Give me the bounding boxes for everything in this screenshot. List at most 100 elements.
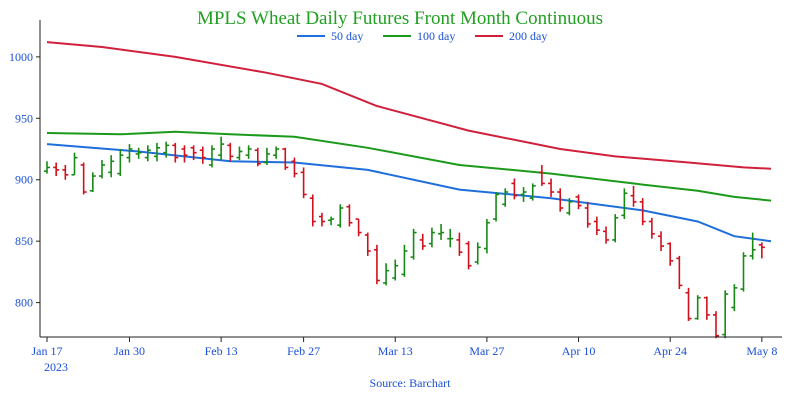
ohlc-bar xyxy=(612,214,619,243)
ohlc-bar xyxy=(685,287,692,322)
ohlc-bar xyxy=(273,146,280,159)
ohlc-bar xyxy=(749,232,756,260)
ohlc-bar xyxy=(117,149,124,177)
ohlc-bar xyxy=(300,167,307,199)
ohlc-bar xyxy=(328,216,335,226)
ohlc-bar xyxy=(584,201,591,228)
legend-label-200-day: 200 day xyxy=(509,29,547,43)
ohlc-bar xyxy=(529,183,536,201)
ohlc-bar xyxy=(318,212,325,227)
ohlc-bar xyxy=(392,259,399,281)
ohlc-bar xyxy=(621,188,628,220)
ohlc-bar xyxy=(373,244,380,285)
ohlc-bars xyxy=(44,136,765,339)
ohlc-bar xyxy=(520,187,527,202)
ohlc-bar xyxy=(694,295,701,320)
x-tick-label: Feb 13 xyxy=(205,344,238,358)
ohlc-bar xyxy=(575,194,582,210)
y-tick-label: 800 xyxy=(15,296,33,310)
y-tick-label: 950 xyxy=(15,111,33,125)
ohlc-bar xyxy=(263,147,270,165)
ohlc-bar xyxy=(383,263,390,286)
y-tick-label: 850 xyxy=(15,234,33,248)
y-axis-ticks: 800 850 900 950 1000 xyxy=(9,50,40,310)
ohlc-bar xyxy=(208,145,215,168)
ohlc-bar xyxy=(474,242,481,265)
ohlc-bar xyxy=(465,241,472,270)
ohlc-bar xyxy=(282,147,289,170)
ohlc-bar xyxy=(557,188,564,212)
x-tick-label: Feb 27 xyxy=(287,344,320,358)
ohlc-bar xyxy=(337,204,344,228)
ohlc-bar xyxy=(126,144,133,163)
x-tick-label: Mar 27 xyxy=(469,344,504,358)
legend: 50 day 100 day 200 day xyxy=(297,29,547,43)
ohlc-bar xyxy=(639,198,646,226)
x-axis-year-label: 2023 xyxy=(44,360,68,374)
ohlc-bar xyxy=(401,244,408,277)
ma-line-100-day xyxy=(46,130,772,202)
ohlc-bar xyxy=(731,284,738,312)
ohlc-bar xyxy=(98,160,105,179)
ohlc-bar xyxy=(245,145,252,159)
ohlc-bar xyxy=(144,145,151,162)
ohlc-bar xyxy=(658,231,665,251)
x-tick-label: Apr 24 xyxy=(653,344,687,358)
ohlc-bar xyxy=(346,204,353,227)
ohlc-bar xyxy=(190,145,197,161)
ohlc-bar xyxy=(364,232,371,256)
ohlc-bar xyxy=(172,142,179,163)
legend-label-50-day: 50 day xyxy=(331,29,363,43)
y-tick-label: 900 xyxy=(15,173,33,187)
ohlc-bar xyxy=(538,164,545,186)
ohlc-bar xyxy=(62,164,69,180)
ohlc-bar xyxy=(593,216,600,236)
ohlc-bar xyxy=(703,296,710,320)
ohlc-bar xyxy=(648,217,655,239)
ohlc-bar xyxy=(135,147,142,159)
ohlc-bar xyxy=(548,178,555,197)
x-tick-label: Jan 17 xyxy=(32,344,63,358)
ohlc-bar xyxy=(740,252,747,292)
ma-line-50-day xyxy=(46,143,772,243)
moving-average-lines xyxy=(46,41,772,243)
ohlc-bar xyxy=(603,226,610,244)
ohlc-bar xyxy=(667,242,674,266)
ohlc-bar xyxy=(630,185,637,207)
ohlc-bar xyxy=(71,152,78,176)
x-tick-label: Jan 30 xyxy=(114,344,145,358)
legend-label-100-day: 100 day xyxy=(417,29,455,43)
chart-title: MPLS Wheat Daily Futures Front Month Con… xyxy=(197,8,603,29)
ohlc-bar xyxy=(566,198,573,216)
ohlc-bar xyxy=(502,188,509,207)
ohlc-bar xyxy=(483,219,490,254)
ohlc-bar xyxy=(758,242,765,259)
ohlc-bar xyxy=(181,145,188,163)
ohlc-bar xyxy=(227,142,234,162)
ohlc-bar xyxy=(438,223,445,240)
ohlc-bar xyxy=(218,136,225,161)
ohlc-bar xyxy=(153,142,160,162)
x-tick-label: May 8 xyxy=(746,344,777,358)
ohlc-bar xyxy=(676,255,683,290)
ohlc-bar xyxy=(493,192,500,222)
ohlc-bar xyxy=(419,233,426,250)
ohlc-bar xyxy=(309,194,316,227)
ohlc-bar xyxy=(456,232,463,256)
ohlc-bar xyxy=(89,172,96,193)
ohlc-bar xyxy=(236,146,243,161)
ohlc-bar xyxy=(447,228,454,248)
ohlc-bar xyxy=(53,162,60,177)
ohlc-bar xyxy=(80,162,87,195)
ohlc-bar xyxy=(291,157,298,178)
ohlc-bar xyxy=(410,228,417,260)
ohlc-bar xyxy=(355,218,362,237)
ohlc-bar xyxy=(722,290,729,339)
source-note: Source: Barchart xyxy=(370,376,452,390)
x-tick-label: Apr 10 xyxy=(562,344,596,358)
x-axis-ticks: Jan 17 Jan 30 Feb 13 Feb 27 Mar 13 Mar 27 Apr … xyxy=(32,337,777,358)
ohlc-bar xyxy=(108,155,115,178)
ohlc-bar xyxy=(199,146,206,164)
ma-line-200-day xyxy=(46,41,772,170)
